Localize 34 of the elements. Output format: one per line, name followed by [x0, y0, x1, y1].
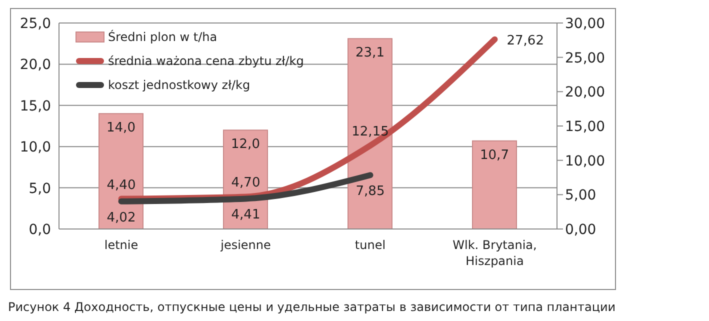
- data-label: 4,70: [231, 176, 260, 191]
- data-label: 10,7: [480, 148, 509, 163]
- text: Рисунок 4 Доходность, отпускные цены и удельные затраты в зависимости от типа плантации: [8, 300, 617, 314]
- data-label: 4,02: [106, 210, 136, 226]
- y-tick-label: 20,0: [20, 57, 51, 74]
- legend-label: średnia ważona cena zbytu zł/kg: [108, 53, 304, 70]
- y2-tick-label: 25,00: [565, 50, 606, 66]
- y2-tick-label: 5,00: [565, 188, 596, 204]
- y-tick-label: 0,0: [28, 222, 51, 238]
- legend-label: Średni plon w t/ha: [108, 28, 218, 46]
- y-tick-label: 15,0: [20, 98, 51, 114]
- data-label: 27,62: [506, 33, 544, 48]
- x-tick-label: Wlk. Brytania, Hiszpania: [452, 238, 537, 268]
- data-label: 14,0: [106, 120, 136, 136]
- y2-tick-label: 0,00: [565, 222, 596, 238]
- data-label: 7,85: [356, 184, 385, 200]
- data-label: 4,41: [231, 208, 260, 223]
- x-tick-label: tunel: [354, 238, 386, 252]
- legend-label: koszt jednostkowy zł/kg: [108, 77, 250, 94]
- y2-tick-label: 15,00: [565, 118, 606, 135]
- data-label: 12,0: [231, 137, 260, 152]
- x-tick-label: jesienne: [220, 238, 271, 252]
- y-tick-label: 10,0: [20, 140, 51, 156]
- y2-tick-label: 30,00: [565, 16, 606, 32]
- data-label: 4,40: [106, 178, 136, 193]
- x-tick-label: letnie: [104, 238, 138, 252]
- y2-tick-label: 20,00: [565, 84, 606, 101]
- y2-tick-label: 10,00: [565, 153, 606, 170]
- y-tick-label: 5,0: [28, 180, 51, 197]
- data-label: 12,15: [352, 124, 389, 140]
- data-label: 23,1: [356, 46, 384, 61]
- bar: [348, 38, 392, 229]
- bar: [472, 140, 517, 229]
- y-tick-label: 25,0: [20, 16, 51, 32]
